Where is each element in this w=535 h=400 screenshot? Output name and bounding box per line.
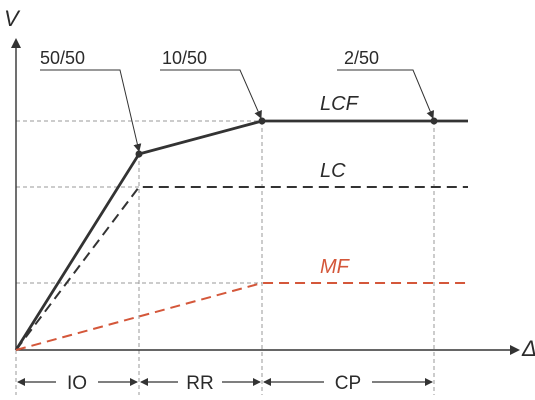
point-50-50-marker (135, 150, 143, 158)
lc-label: LC (320, 160, 346, 182)
point-10-50-marker (258, 117, 266, 125)
zone-rr-label: RR (186, 373, 213, 394)
zone-io-label: IO (67, 373, 87, 394)
mf-label: MF (320, 256, 351, 278)
lcf-curve (14, 119, 468, 351)
leader-10-50 (160, 69, 262, 119)
leader-50-50 (40, 69, 142, 152)
x-axis-label: Δ (521, 336, 535, 361)
point-2-50-marker (430, 117, 438, 125)
mf-curve (15, 282, 468, 351)
point-50-50-label: 50/50 (40, 48, 85, 68)
zone-cp-label: CP (335, 373, 361, 394)
point-2-50-label: 2/50 (344, 48, 379, 68)
lcf-label: LCF (320, 93, 360, 115)
point-10-50-label: 10/50 (162, 48, 207, 68)
lc-curve (15, 186, 468, 351)
leader-2-50 (337, 69, 434, 119)
y-axis-label: V (4, 6, 21, 31)
guide-lines (15, 120, 435, 395)
